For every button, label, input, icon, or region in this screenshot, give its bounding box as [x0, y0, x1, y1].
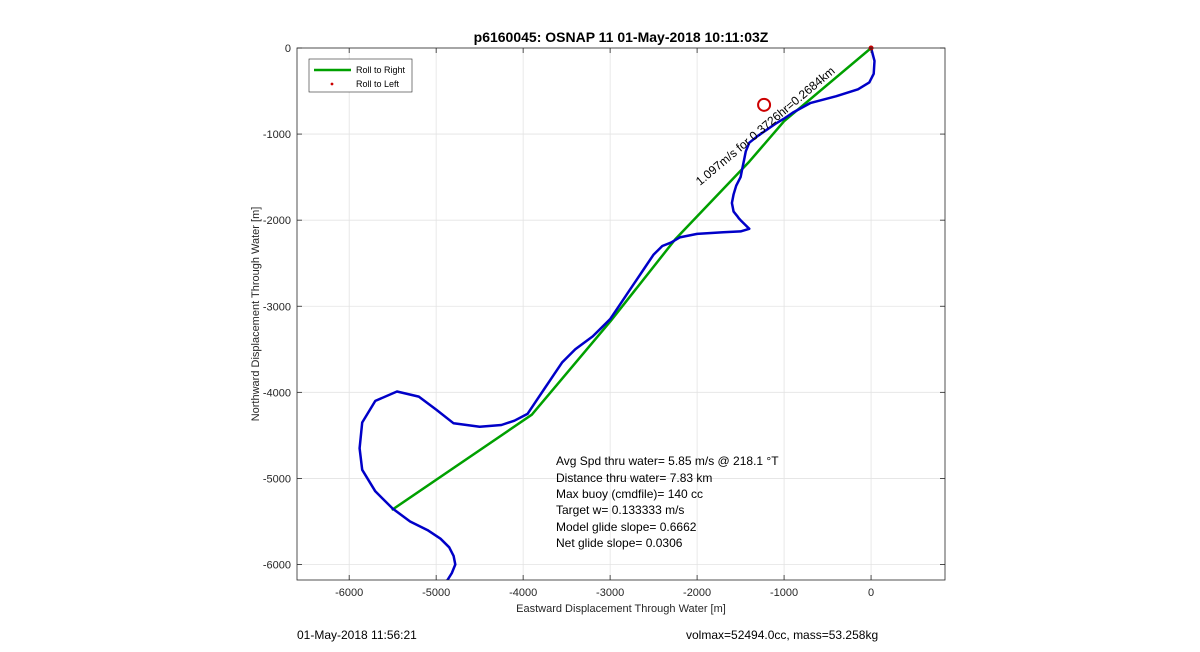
footer-timestamp: 01-May-2018 11:56:21 [297, 628, 417, 642]
y-axis-label: Northward Displacement Through Water [m] [250, 207, 262, 422]
ticks: -6000 -5000 -4000 -3000 -2000 -1000 0 0 -1000 -20… [263, 43, 945, 599]
y-tick-label: -3000 [263, 301, 291, 313]
legend-box [308, 58, 413, 93]
legend-label-roll-left: Roll to Left [356, 79, 400, 89]
y-tick-label: -2000 [263, 215, 291, 227]
footer-glider-params: volmax=52494.0cc, mass=53.258kg [686, 628, 879, 642]
legend-label-roll-right: Roll to Right [356, 65, 406, 75]
x-tick-label: 0 [868, 587, 874, 599]
x-tick-label: -5000 [422, 587, 450, 599]
y-tick-label: 0 [285, 43, 291, 55]
x-axis-label: Eastward Displacement Through Water [m] [516, 603, 726, 615]
x-tick-label: -6000 [335, 587, 363, 599]
chart-title: p6160045: OSNAP 11 01-May-2018 10:11:03Z [474, 29, 769, 45]
y-tick-label: -5000 [263, 473, 291, 485]
summary-line-3: Max buoy (cmdfile)= 140 cc [556, 487, 703, 501]
summary-line-1: Avg Spd thru water= 5.85 m/s @ 218.1 °T [556, 454, 779, 468]
plot-area [297, 48, 945, 580]
legend-swatch-roll-left [330, 82, 334, 86]
summary-line-5: Model glide slope= 0.6662 [556, 520, 697, 534]
summary-line-2: Distance thru water= 7.83 km [556, 471, 712, 485]
x-tick-label: -4000 [509, 587, 537, 599]
y-tick-label: -1000 [263, 129, 291, 141]
legend: Roll to Right Roll to Left [308, 58, 413, 93]
x-tick-label: -3000 [596, 587, 624, 599]
summary-line-4: Target w= 0.133333 m/s [556, 503, 684, 517]
series-layer [358, 48, 876, 580]
x-tick-label: -2000 [683, 587, 711, 599]
y-tick-label: -6000 [263, 560, 291, 572]
x-tick-label: -1000 [770, 587, 798, 599]
start-position-marker [757, 97, 772, 112]
y-tick-label: -4000 [263, 387, 291, 399]
track-line [358, 48, 876, 580]
summary-line-6: Net glide slope= 0.0306 [556, 536, 683, 550]
axes-box [296, 47, 946, 581]
